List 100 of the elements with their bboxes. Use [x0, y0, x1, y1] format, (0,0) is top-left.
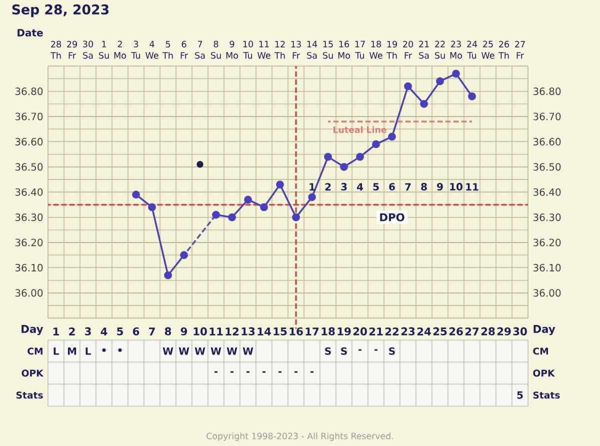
y-tick-label: 36.50 — [15, 163, 43, 171]
point — [180, 251, 188, 259]
y2-tick-label: OPK — [533, 370, 555, 377]
x2-tick-label: 4 — [356, 183, 364, 190]
text: W — [210, 347, 222, 355]
x-tick-label: 5 Th — [162, 40, 173, 59]
y2-tick-label: 36.00 — [533, 289, 561, 297]
x-tick-label: 13 — [242, 327, 255, 336]
x-tick-label: 21 Sa — [419, 40, 429, 59]
x-tick-label: 26 Th — [498, 40, 510, 59]
point — [196, 160, 204, 168]
text: - — [358, 349, 362, 351]
x-tick-label: 18 — [322, 327, 335, 336]
text: • — [102, 348, 106, 352]
x-tick-label: 29 Fr — [67, 40, 77, 59]
x-tick-label: 6 Fr — [180, 40, 188, 59]
x-tick-label: 3 Tu — [131, 40, 140, 59]
text: S — [325, 347, 331, 355]
x-tick-label: 30 Sa — [83, 40, 94, 59]
y-tick-label: 36.60 — [15, 138, 43, 146]
x-tick-label: 14 — [258, 328, 271, 336]
x2-tick-label: 8 — [421, 182, 427, 190]
x2-tick-label: 3 — [341, 182, 347, 190]
text: W — [226, 347, 238, 355]
y-tick-label: 36.30 — [15, 213, 43, 222]
point — [148, 203, 156, 212]
x-tick-label: 4 — [100, 328, 108, 336]
point — [420, 100, 428, 108]
text: M — [68, 347, 76, 355]
point — [436, 77, 444, 86]
x-tick-label: 11 — [210, 328, 223, 336]
point — [388, 132, 396, 141]
x-tick-label: 21 — [369, 327, 383, 336]
text: Day — [534, 325, 556, 336]
x-tick-label: 4 We — [146, 40, 158, 59]
point — [260, 203, 268, 212]
x-tick-label: 8 Su — [211, 40, 221, 59]
y2-tick-label: 36.50 — [533, 163, 561, 171]
y-tick-label: 36.70 — [15, 112, 43, 120]
y2-tick-label: 36.40 — [533, 188, 561, 196]
series-label: Luteal Line — [334, 126, 386, 133]
x-tick-label: 6 — [132, 327, 140, 336]
x2-tick-label: 10 — [450, 182, 462, 190]
x-tick-label: 8 — [164, 327, 172, 336]
text: 5 — [517, 391, 523, 399]
text: - — [310, 371, 314, 373]
y-tick-label: 36.20 — [15, 238, 43, 246]
x-tick-label: 26 — [449, 327, 463, 336]
point — [340, 162, 348, 171]
text: - — [214, 371, 218, 373]
point — [212, 210, 220, 219]
x-tick-label: 12 — [226, 327, 239, 336]
x-tick-label: 22 — [385, 327, 399, 336]
x-tick-label: 2 Mo — [114, 40, 126, 59]
y2-tick-label: 36.30 — [533, 213, 561, 222]
x-tick-label: 16 Mo — [338, 40, 350, 59]
x-tick-label: 1 Su — [99, 40, 109, 59]
text: Copyright 1998-2023 - All Rights Reserved. — [206, 432, 393, 441]
x2-tick-label: 2 — [325, 183, 331, 190]
x-tick-label: 19 — [338, 327, 351, 336]
y2-tick-label: 36.70 — [533, 112, 561, 120]
x-tick-label: 13 Fr — [291, 40, 301, 59]
x-tick-label: 15 Su — [323, 40, 333, 59]
x-tick-label: 12 Th — [274, 40, 285, 59]
y-tick-label: Stats — [16, 392, 43, 399]
y-tick-label: 36.00 — [15, 289, 43, 297]
x-tick-label: 14 Sa — [307, 40, 318, 59]
x-tick-label: 27 — [465, 327, 479, 336]
x-tick-label: 20 Fr — [403, 40, 414, 59]
x-tick-label: 28 — [481, 327, 495, 336]
text: L — [86, 347, 91, 355]
x-tick-label: 18 We — [369, 40, 382, 59]
x-tick-label: 30 — [513, 327, 527, 336]
text: - — [294, 371, 298, 373]
point — [244, 196, 252, 204]
x-tick-label: 29 — [497, 327, 511, 336]
text: - — [262, 371, 266, 373]
point — [372, 140, 380, 148]
x2-tick-label: 7 — [405, 183, 411, 190]
point — [468, 92, 476, 100]
text: L — [54, 347, 59, 355]
x-tick-label: 10 Tu — [243, 40, 254, 59]
x-tick-label: 25 — [433, 327, 447, 336]
x-tick-label: 23 — [401, 327, 415, 336]
x-tick-label: 9 Mo — [226, 40, 238, 59]
point — [292, 213, 300, 222]
y2-tick-label: 36.60 — [533, 138, 561, 146]
x-tick-label: 15 — [274, 327, 287, 336]
text: S — [389, 347, 395, 355]
text: - — [278, 371, 282, 373]
text: - — [374, 349, 378, 351]
text: - — [246, 371, 250, 373]
x-tick-label: 24 — [417, 327, 431, 336]
point — [452, 70, 460, 78]
y2-tick-label: 36.80 — [533, 87, 561, 96]
y2-tick-label: 36.10 — [533, 264, 561, 272]
y-tick-label: OPK — [22, 370, 44, 377]
y2-tick-label: Stats — [533, 392, 560, 399]
x2-tick-label: 5 — [373, 183, 379, 190]
y-tick-label: 36.40 — [15, 188, 43, 196]
